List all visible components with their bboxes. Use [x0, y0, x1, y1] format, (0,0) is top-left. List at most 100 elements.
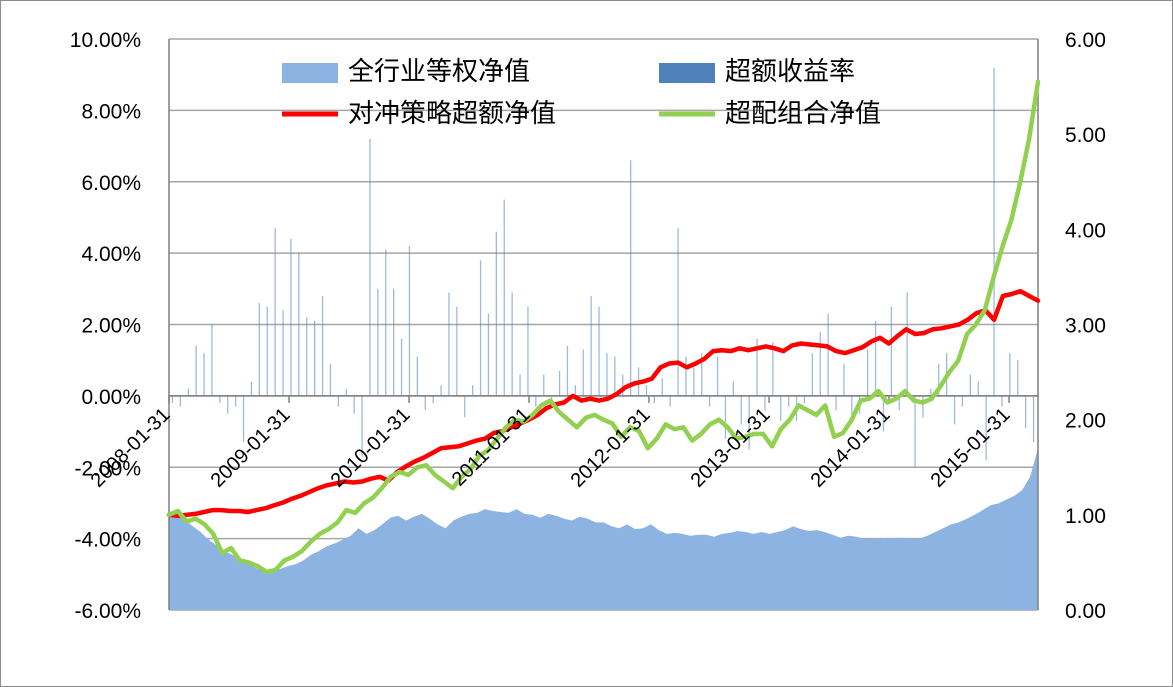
excess-return-bar	[432, 395, 434, 403]
x-tick-label: 2015-01-31	[927, 404, 1015, 492]
excess-return-bar	[464, 395, 466, 418]
legend-label-red: 对冲策略超额净值	[348, 99, 556, 129]
excess-return-bar	[582, 349, 584, 396]
line-series	[166, 79, 1041, 575]
excess-return-bar	[337, 395, 339, 407]
excess-return-bar	[282, 310, 284, 396]
excess-return-bar	[867, 349, 869, 396]
y-right-tick-label: 2.00	[1065, 410, 1106, 433]
y-left-tick-label: 0.00%	[81, 386, 141, 409]
excess-return-bar	[574, 385, 576, 396]
excess-return-bar	[772, 342, 774, 396]
excess-return-bar	[669, 395, 671, 407]
legend-label-area: 全行业等权净值	[348, 57, 530, 87]
excess-return-bar	[985, 395, 987, 461]
excess-return-bar	[819, 331, 821, 396]
excess-return-bar	[472, 385, 474, 396]
excess-return-bar	[250, 381, 253, 396]
excess-return-bar	[519, 374, 521, 396]
excess-return-bar	[953, 395, 956, 425]
legend-swatch-bars	[659, 63, 715, 83]
y-left-tick-label: 4.00%	[81, 243, 141, 266]
y-left-tick-label: 6.00%	[81, 172, 141, 195]
excess-return-bar	[685, 356, 687, 396]
bar-series	[171, 67, 1035, 468]
excess-return-bar	[645, 385, 648, 396]
excess-return-bar	[906, 292, 908, 396]
excess-return-bar	[242, 395, 245, 443]
excess-return-bar	[630, 160, 632, 396]
excess-return-bar	[258, 303, 260, 396]
excess-return-bar	[266, 306, 268, 396]
excess-return-bar	[898, 395, 900, 411]
excess-return-bar	[495, 231, 497, 396]
excess-return-bar	[803, 395, 806, 403]
excess-return-bar	[298, 253, 300, 396]
excess-return-bar	[511, 292, 513, 396]
y-left-tick-label: -2.00%	[74, 457, 141, 480]
excess-return-bar	[566, 345, 569, 396]
area-series	[169, 448, 1038, 610]
y-left-tick-label: 2.00%	[81, 315, 141, 338]
excess-return-bar	[448, 292, 450, 396]
y-left-tick-label: 10.00%	[70, 29, 141, 52]
excess-return-bar	[614, 356, 616, 396]
excess-return-bar	[400, 338, 403, 396]
left-axis-ticks: -6.00% -4.00% -2.00% 0.00% 2.00% 4.00% 6.00% 8.…	[70, 29, 141, 623]
overweight-portfolio-nav-line	[166, 79, 1041, 575]
x-axis-labels: 2008-01-31 2009-01-31 2010-01-31 2011-01-31…	[87, 404, 1015, 492]
excess-return-bar	[195, 345, 197, 396]
excess-return-bar	[211, 324, 213, 396]
excess-return-bar	[677, 228, 679, 396]
excess-return-bar	[1025, 395, 1027, 428]
excess-return-bar	[590, 295, 592, 396]
excess-return-bar	[235, 395, 237, 407]
excess-return-bar	[321, 295, 324, 396]
excess-return-bar	[377, 288, 379, 396]
excess-return-bar	[693, 367, 695, 396]
excess-return-bar	[922, 395, 924, 418]
excess-return-bar	[598, 306, 600, 396]
excess-return-bar	[1032, 395, 1035, 443]
legend-label-green: 超配组合净值	[725, 99, 881, 129]
excess-return-bar	[306, 317, 308, 396]
excess-return-bar	[353, 395, 355, 414]
excess-return-bar	[977, 381, 979, 396]
excess-return-bar	[187, 388, 189, 396]
excess-return-bar	[930, 388, 932, 396]
excess-return-bar	[408, 246, 411, 396]
excess-return-bar	[345, 388, 347, 396]
y-right-tick-label: 6.00	[1065, 29, 1106, 52]
excess-return-bar	[606, 353, 608, 396]
excess-return-bar	[748, 395, 750, 450]
excess-return-bar	[724, 395, 727, 439]
excess-return-bar	[622, 374, 624, 396]
excess-return-bar	[835, 395, 837, 411]
right-axis-ticks: 0.00 1.00 2.00 3.00 4.00 5.00 6.00	[1065, 29, 1106, 623]
y-right-tick-label: 0.00	[1065, 600, 1106, 623]
excess-return-bar	[653, 395, 655, 403]
excess-return-bar	[203, 353, 205, 396]
excess-return-bar	[171, 395, 174, 403]
legend-label-bars: 超额收益率	[725, 57, 855, 87]
excess-return-bar	[851, 395, 853, 418]
x-tick-label: 2013-01-31	[687, 404, 775, 492]
area-fill	[169, 448, 1038, 610]
excess-return-bar	[882, 395, 885, 432]
excess-return-bar	[827, 313, 829, 396]
excess-return-bar	[361, 395, 363, 457]
excess-return-bar	[1017, 360, 1019, 396]
excess-return-bar	[274, 228, 276, 396]
excess-return-bar	[527, 306, 529, 396]
excess-return-bar	[1009, 353, 1011, 396]
excess-return-bar	[393, 288, 395, 396]
excess-return-bar	[938, 363, 940, 396]
excess-return-bar	[416, 356, 418, 396]
excess-return-bar	[756, 338, 758, 396]
excess-return-bar	[535, 395, 537, 407]
y-left-tick-label: -6.00%	[74, 600, 141, 623]
excess-return-bar	[890, 306, 892, 396]
y-right-tick-label: 4.00	[1065, 219, 1106, 242]
y-right-tick-label: 3.00	[1065, 315, 1106, 338]
